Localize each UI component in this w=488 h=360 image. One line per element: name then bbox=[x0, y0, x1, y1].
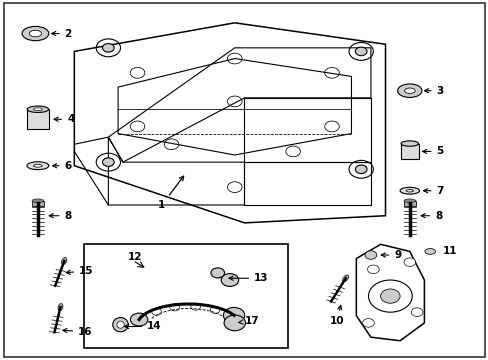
Bar bbox=[32, 201, 43, 206]
Ellipse shape bbox=[32, 199, 43, 203]
Text: 14: 14 bbox=[124, 321, 162, 332]
Circle shape bbox=[362, 319, 373, 327]
Text: 2: 2 bbox=[52, 28, 72, 39]
Circle shape bbox=[410, 308, 422, 316]
Ellipse shape bbox=[406, 189, 413, 192]
Circle shape bbox=[368, 280, 411, 312]
Circle shape bbox=[102, 44, 114, 52]
Ellipse shape bbox=[33, 164, 42, 167]
Circle shape bbox=[224, 315, 245, 331]
Text: 4: 4 bbox=[54, 114, 74, 124]
Ellipse shape bbox=[399, 187, 419, 194]
Text: 12: 12 bbox=[127, 252, 142, 262]
Circle shape bbox=[403, 258, 415, 266]
Text: 1: 1 bbox=[158, 176, 183, 210]
Text: 17: 17 bbox=[238, 316, 259, 326]
Text: 16: 16 bbox=[62, 327, 93, 337]
Circle shape bbox=[367, 265, 378, 274]
Circle shape bbox=[130, 313, 147, 326]
Circle shape bbox=[221, 274, 238, 287]
Circle shape bbox=[355, 165, 366, 174]
Circle shape bbox=[190, 303, 200, 310]
Ellipse shape bbox=[29, 30, 41, 37]
Circle shape bbox=[365, 251, 376, 259]
Text: 8: 8 bbox=[49, 211, 72, 221]
Text: 6: 6 bbox=[53, 161, 72, 171]
Bar bbox=[400, 144, 418, 159]
Text: 9: 9 bbox=[381, 250, 401, 260]
Circle shape bbox=[151, 308, 161, 315]
Ellipse shape bbox=[113, 318, 128, 332]
Ellipse shape bbox=[117, 321, 124, 328]
Circle shape bbox=[380, 289, 399, 303]
Bar bbox=[27, 109, 48, 129]
Ellipse shape bbox=[424, 249, 435, 254]
Ellipse shape bbox=[61, 257, 67, 265]
Circle shape bbox=[169, 304, 179, 311]
Text: 3: 3 bbox=[424, 86, 443, 96]
Ellipse shape bbox=[27, 106, 48, 112]
Ellipse shape bbox=[404, 88, 414, 93]
Text: 7: 7 bbox=[423, 186, 443, 196]
Text: 13: 13 bbox=[228, 273, 268, 283]
Ellipse shape bbox=[58, 303, 63, 311]
Text: 10: 10 bbox=[329, 305, 344, 326]
Text: 8: 8 bbox=[420, 211, 442, 221]
Text: 15: 15 bbox=[66, 266, 94, 276]
Ellipse shape bbox=[397, 84, 421, 98]
Ellipse shape bbox=[403, 199, 415, 203]
Text: 5: 5 bbox=[422, 147, 443, 157]
Ellipse shape bbox=[22, 26, 49, 41]
Ellipse shape bbox=[27, 162, 49, 170]
Ellipse shape bbox=[400, 141, 418, 146]
Circle shape bbox=[223, 307, 244, 323]
Circle shape bbox=[210, 268, 224, 278]
Text: 11: 11 bbox=[442, 247, 456, 256]
Ellipse shape bbox=[342, 275, 348, 282]
Bar bbox=[84, 244, 287, 348]
Circle shape bbox=[355, 47, 366, 56]
Circle shape bbox=[210, 306, 220, 314]
Circle shape bbox=[102, 158, 114, 166]
Bar bbox=[403, 201, 415, 206]
Ellipse shape bbox=[33, 108, 42, 111]
